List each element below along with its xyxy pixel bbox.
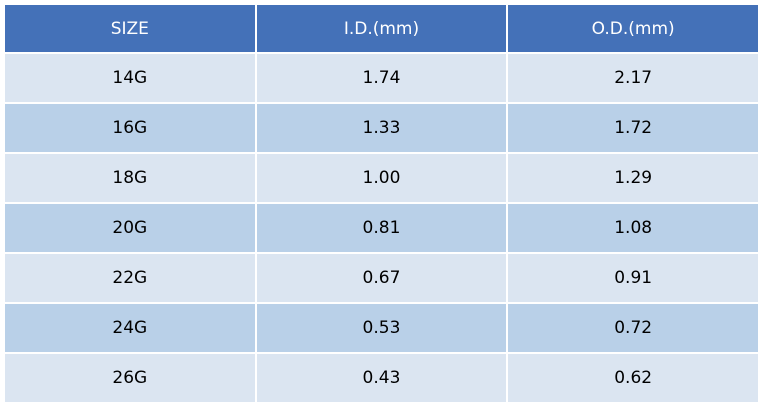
table-cell: 22G [3,252,257,304]
table-cell: 24G [3,302,257,354]
table-cell: 2.17 [506,52,760,104]
table-cell: 1.33 [254,102,509,154]
header-cell: SIZE [3,3,257,54]
table-cell: 1.74 [254,52,509,104]
table-cell: 0.62 [506,352,760,404]
table-cell: 14G [3,52,257,104]
table-cell: 1.00 [254,152,509,204]
table-cell: 0.53 [254,302,509,354]
table-cell: 0.67 [254,252,509,304]
table-row: 22G 0.67 0.91 [3,252,760,304]
table-head: SIZE I.D.(mm) O.D.(mm) [3,3,760,54]
table-cell: 0.43 [254,352,509,404]
table-row: 24G 0.53 0.72 [3,302,760,354]
table-row: 26G 0.43 0.62 [3,352,760,404]
table-cell: 1.72 [506,102,760,154]
table-cell: 0.72 [506,302,760,354]
table-cell: 0.91 [506,252,760,304]
table-row: 14G 1.74 2.17 [3,52,760,104]
gauge-table: SIZE I.D.(mm) O.D.(mm) 14G 1.74 2.17 16G 1.33 1… [3,3,760,404]
table-cell: 18G [3,152,257,204]
table-row: 18G 1.00 1.29 [3,152,760,204]
header-row: SIZE I.D.(mm) O.D.(mm) [3,3,760,54]
table-row: 16G 1.33 1.72 [3,102,760,154]
table-cell: 16G [3,102,257,154]
header-cell: I.D.(mm) [254,3,509,54]
table-cell: 1.08 [506,202,760,254]
table-body: 14G 1.74 2.17 16G 1.33 1.72 18G 1.00 1.29 20G 0.81… [3,52,760,404]
table-row: 20G 0.81 1.08 [3,202,760,254]
table-cell: 1.29 [506,152,760,204]
table-cell: 20G [3,202,257,254]
header-cell: O.D.(mm) [506,3,760,54]
table-cell: 26G [3,352,257,404]
table-cell: 0.81 [254,202,509,254]
